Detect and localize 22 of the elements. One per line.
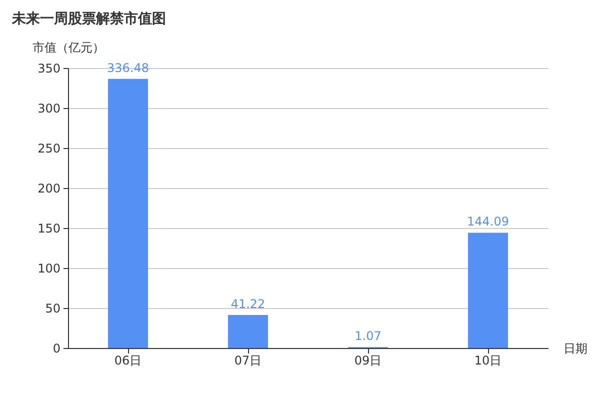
- x-tick-label: 09日: [354, 354, 382, 368]
- y-axis-title: 市值（亿元）: [32, 40, 104, 54]
- bar: [228, 315, 268, 348]
- x-axis-title: 日期: [564, 342, 588, 356]
- x-tick-label: 06日: [114, 354, 142, 368]
- y-tick-label: 350: [38, 62, 60, 76]
- data-label: 144.09: [467, 214, 509, 229]
- y-tick-label: 200: [38, 182, 60, 196]
- y-tick-label: 300: [38, 102, 60, 116]
- y-tick-label: 50: [45, 302, 60, 316]
- y-tick-label: 0: [52, 342, 60, 356]
- data-label: 41.22: [230, 297, 266, 312]
- y-tick-label: 250: [38, 142, 60, 156]
- x-tick-label: 10日: [474, 354, 502, 368]
- y-tick-label: 150: [38, 222, 60, 236]
- data-label: 336.48: [107, 60, 149, 75]
- x-tick-label: 07日: [234, 354, 262, 368]
- bar: [108, 78, 148, 348]
- data-label: 1.07: [354, 329, 382, 344]
- chart-title: 未来一周股票解禁市值图: [11, 10, 166, 27]
- bar: [468, 232, 508, 348]
- y-tick-label: 100: [38, 262, 60, 276]
